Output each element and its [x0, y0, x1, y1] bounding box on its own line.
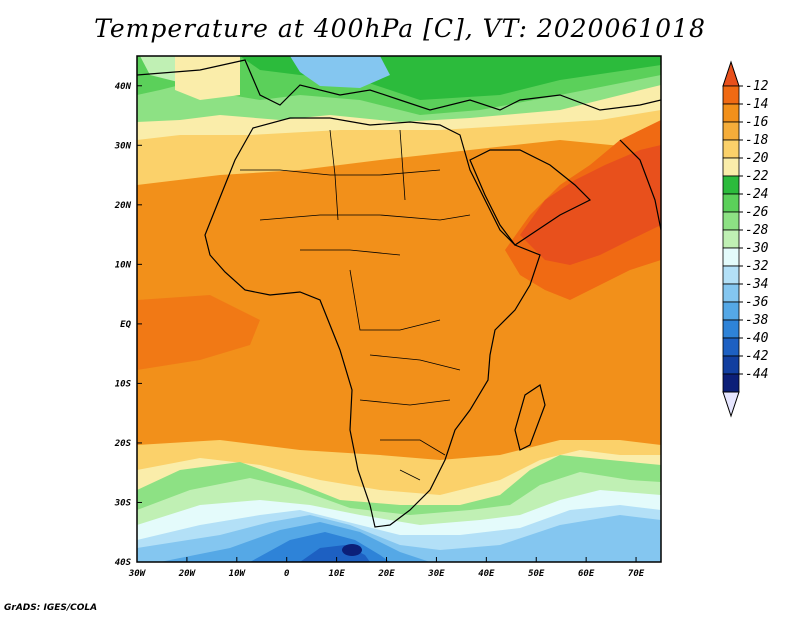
- lat-tick-label: 20N: [114, 201, 132, 211]
- colorbar-label: -32: [745, 259, 769, 274]
- colorbar-label: -44: [745, 367, 768, 382]
- lat-tick-label: 10S: [115, 379, 132, 389]
- europe-coastline: [137, 59, 661, 111]
- cold-core: [342, 544, 362, 556]
- colorbar-label: -38: [745, 313, 769, 328]
- lon-tick-label: 10E: [328, 569, 345, 579]
- credit-label: GrADS: IGES/COLA: [4, 603, 98, 613]
- colorbar-segment: [722, 175, 740, 195]
- plume-red: [520, 145, 661, 265]
- colorbar-segment: [722, 265, 740, 285]
- colorbar-segment: [722, 121, 740, 141]
- lon-tick-label: 20W: [178, 569, 197, 579]
- colorbar-segment: [722, 337, 740, 357]
- lat-tick-labels: 40N 30N 20N 10N EQ 10S 20S 30S 40S: [114, 82, 132, 568]
- lon-tick-labels: 30W 20W 10W 0 10E 20E 30E 40E 50E 60E 70E: [128, 569, 645, 579]
- colorbar-segment: [722, 247, 740, 267]
- coastlines: [137, 59, 661, 528]
- lat-tick-label: EQ: [120, 320, 131, 330]
- colorbar-segment: [722, 157, 740, 177]
- map-title: Temperature at 400hPa [C], VT: 202006101…: [94, 14, 706, 43]
- colorbar-label: -24: [745, 187, 768, 202]
- lon-tick-label: 60E: [578, 569, 595, 579]
- colorbar-label: -30: [745, 241, 769, 256]
- colorbar-label: -12: [745, 79, 769, 94]
- lon-tick-label: 10W: [229, 569, 247, 579]
- country-borders: [240, 129, 471, 481]
- lon-tick-label: 30E: [427, 569, 445, 579]
- india-coastline: [619, 139, 661, 231]
- colorbar-label: -34: [745, 277, 768, 292]
- colorbar-segment: [722, 301, 740, 321]
- colorbar-segment: [722, 85, 740, 105]
- colorbar-segment: [722, 139, 740, 159]
- tick-marks: [136, 85, 637, 563]
- lat-tick-label: 10N: [115, 260, 132, 270]
- colorbar-lower-triangle: [722, 391, 740, 418]
- lat-tick-label: 30S: [114, 498, 132, 508]
- colorbar-label: -22: [745, 169, 769, 184]
- colorbar-segment: [722, 211, 740, 231]
- colorbar-segment: [722, 355, 740, 375]
- colorbar-label: -26: [745, 205, 769, 220]
- colorbar-segment: [722, 229, 740, 249]
- plot-frame: [136, 55, 662, 563]
- colorbar-label: -20: [745, 151, 769, 166]
- colorbar-label: -40: [745, 331, 769, 346]
- lon-tick-label: 50E: [528, 569, 545, 579]
- lon-tick-label: 30W: [128, 569, 147, 579]
- temperature-field: [137, 56, 661, 562]
- lon-tick-label: 0: [284, 569, 290, 579]
- lon-tick-label: 20E: [377, 569, 395, 579]
- colorbar-upper-triangle: [722, 60, 740, 87]
- colorbar-label: -14: [745, 97, 768, 112]
- colorbar: -12 -14 -16 -18 -20 -22 -24 -26 -28 -30 -32 -34 -36 -…: [722, 60, 769, 418]
- patch-warm-southwest: [137, 295, 260, 370]
- colorbar-segment: [722, 103, 740, 123]
- patch-yellow-nw: [175, 56, 240, 100]
- colorbar-label: -28: [745, 223, 769, 238]
- arabia-coastline: [469, 149, 592, 246]
- colorbar-segment: [722, 373, 740, 393]
- lat-tick-label: 40N: [115, 82, 132, 92]
- lon-tick-label: 70E: [628, 569, 645, 579]
- lat-tick-label: 20S: [114, 439, 132, 449]
- madagascar-coastline: [514, 384, 546, 451]
- colorbar-label: -16: [745, 115, 769, 130]
- colorbar-label: -36: [745, 295, 769, 310]
- colorbar-segment: [722, 319, 740, 339]
- lat-tick-label: 40S: [115, 558, 132, 568]
- africa-coastline: [204, 117, 541, 528]
- colorbar-label: -42: [745, 349, 769, 364]
- lon-tick-label: 40E: [478, 569, 495, 579]
- colorbar-segment: [722, 193, 740, 213]
- colorbar-segment: [722, 283, 740, 303]
- colorbar-label: -18: [745, 133, 769, 148]
- patch-med-blue: [290, 56, 390, 88]
- lat-tick-label: 30N: [114, 141, 132, 151]
